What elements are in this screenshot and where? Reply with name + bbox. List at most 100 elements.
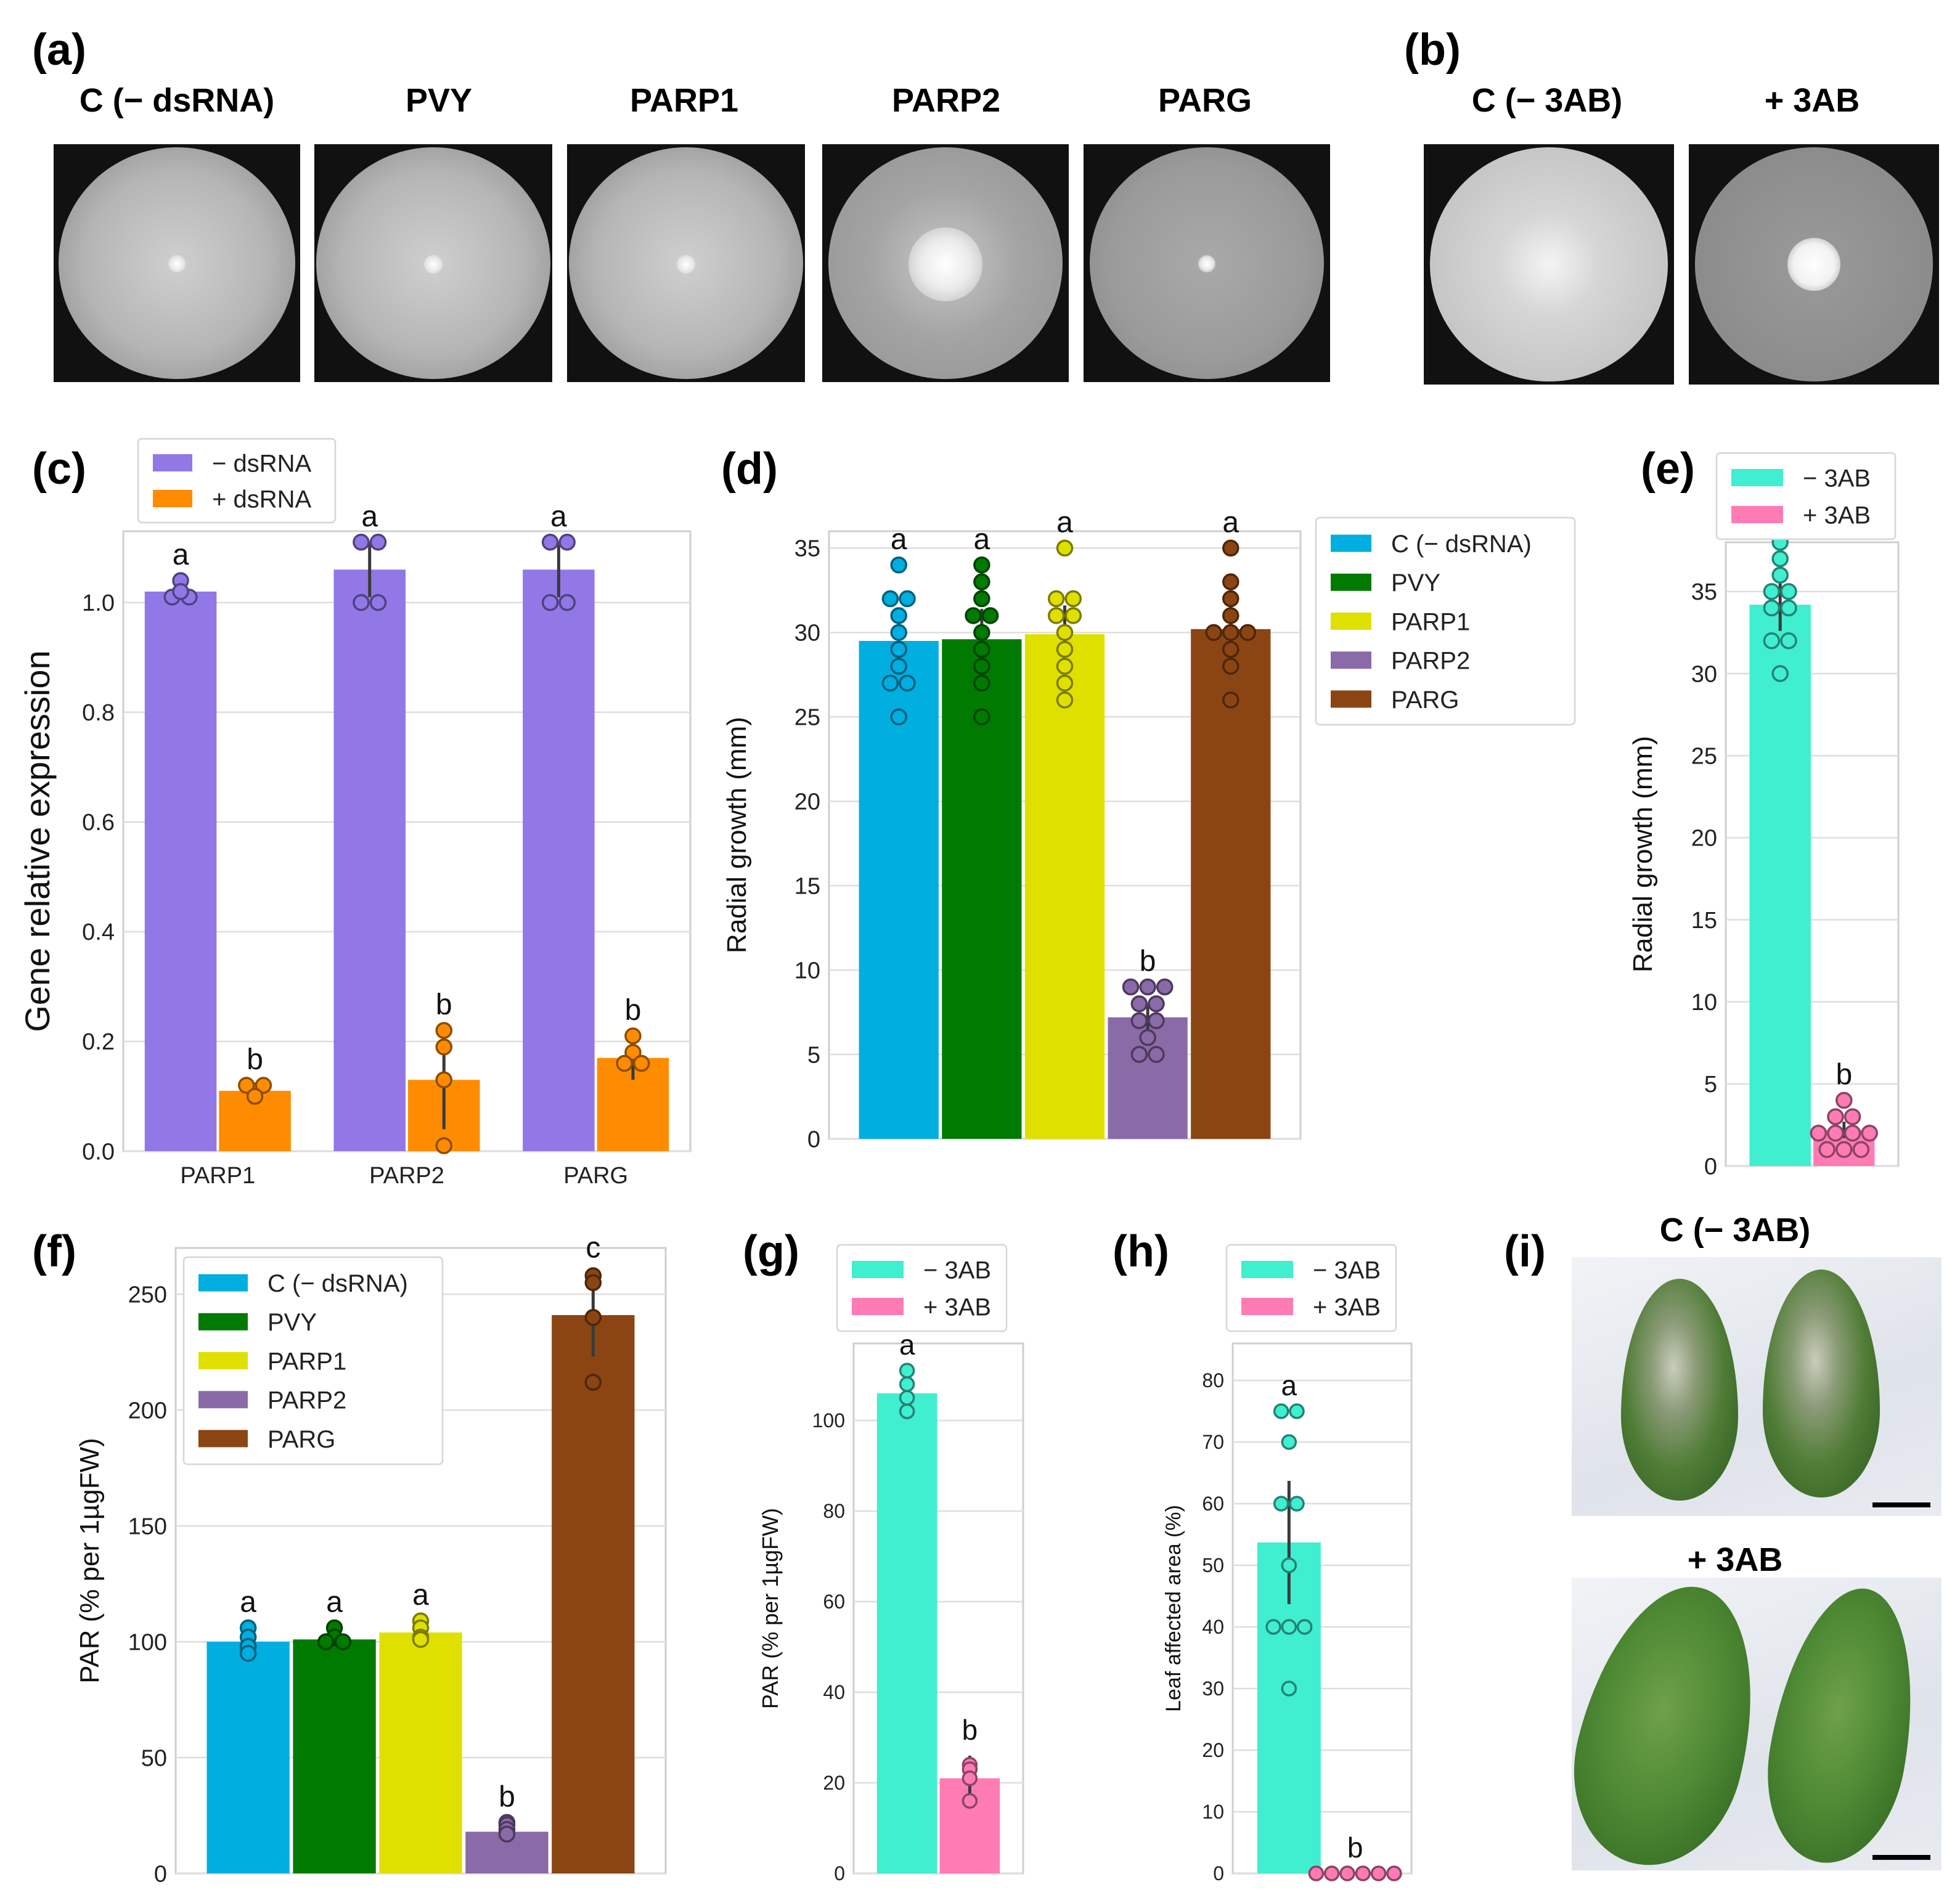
y-tick-label: 0: [1704, 1154, 1717, 1180]
x-tick-label: PARP2: [369, 1163, 444, 1189]
bar: [144, 591, 217, 1151]
data-point: [1122, 978, 1140, 996]
data-point: [973, 640, 990, 658]
legend-swatch: [153, 490, 192, 507]
data-point: [1056, 691, 1074, 709]
panel-letter-b: (b): [1404, 25, 1461, 75]
data-point: [239, 1645, 257, 1662]
y-tick-label: 20: [823, 1772, 845, 1794]
data-point: [584, 1374, 602, 1391]
data-point: [412, 1631, 430, 1648]
data-point: [1222, 539, 1239, 557]
significance-letter: a: [1222, 506, 1239, 539]
data-point: [632, 1054, 650, 1072]
legend-label: PARP1: [267, 1348, 346, 1375]
legend-swatch: [1331, 651, 1371, 669]
panel-letter-a: (a): [32, 25, 86, 75]
y-axis-label: PAR (% per 1µgFW): [757, 1508, 783, 1709]
data-point: [541, 534, 559, 551]
legend-label: PARP2: [267, 1387, 346, 1414]
data-point: [1064, 607, 1082, 624]
legend-swatch: [198, 1313, 248, 1331]
significance-letter: b: [625, 994, 642, 1027]
data-point: [1222, 607, 1239, 624]
y-tick-label: 30: [1202, 1677, 1224, 1700]
y-tick-label: 50: [1202, 1554, 1224, 1576]
data-point: [1844, 1124, 1861, 1142]
y-tick-label: 15: [794, 873, 820, 899]
data-point: [435, 1071, 453, 1089]
data-point: [899, 1363, 915, 1379]
bar: [206, 1642, 290, 1873]
y-axis-label: Radial growth (mm): [722, 717, 752, 953]
legend-box: [182, 1256, 444, 1465]
data-point: [1047, 607, 1065, 624]
y-tick-label: 70: [1202, 1431, 1224, 1453]
petri-dish-photo-control: [54, 144, 300, 382]
data-point: [558, 593, 576, 611]
bar: [379, 1632, 462, 1873]
data-point: [890, 556, 907, 574]
data-point: [881, 674, 899, 692]
data-point: [962, 1793, 978, 1809]
legend-swatch: [1331, 573, 1371, 591]
data-point: [1130, 995, 1148, 1013]
data-point: [255, 1077, 272, 1094]
data-point: [369, 593, 387, 611]
data-point: [1281, 1434, 1297, 1450]
data-point: [1222, 573, 1239, 590]
data-point: [899, 674, 916, 692]
significance-letter: a: [326, 1586, 343, 1619]
data-point: [1844, 1108, 1861, 1125]
petri-dish-photo-parg: [1084, 144, 1330, 382]
data-point: [498, 1825, 516, 1843]
y-tick-label: 25: [794, 705, 820, 731]
significance-letter: b: [436, 988, 452, 1021]
y-tick-label: 30: [794, 621, 820, 646]
y-tick-label: 0: [807, 1127, 820, 1152]
y-tick-label: 1.0: [82, 590, 115, 616]
legend-swatch: [1241, 1298, 1293, 1315]
leaf-photo-control: [1572, 1257, 1942, 1516]
leaf-right: [1763, 1269, 1880, 1498]
data-point: [973, 708, 990, 726]
data-point: [981, 607, 999, 624]
bar: [523, 569, 595, 1151]
data-point: [899, 1376, 915, 1392]
y-tick-label: 10: [1691, 990, 1717, 1016]
legend-label: PARP2: [1391, 648, 1470, 675]
petri-dish-photo-b-control: [1424, 144, 1674, 385]
data-point: [890, 658, 907, 675]
leaf-label-control: C (− 3AB): [1659, 1212, 1811, 1249]
data-point: [624, 1027, 642, 1045]
data-point: [973, 573, 990, 590]
data-point: [1763, 632, 1781, 650]
data-point: [890, 607, 907, 624]
y-axis-label: PAR (% per 1µgFW): [75, 1438, 105, 1684]
significance-letter: b: [1140, 945, 1156, 978]
data-point: [1148, 1012, 1165, 1030]
legend-swatch: [1331, 534, 1371, 552]
legend-label: + 3AB: [1313, 1294, 1381, 1321]
data-point: [1308, 1865, 1325, 1881]
y-tick-label: 250: [128, 1282, 167, 1308]
y-tick-label: 20: [794, 789, 820, 815]
bar: [552, 1315, 635, 1873]
data-point: [369, 534, 387, 551]
y-axis-label: Gene relative expression: [18, 650, 57, 1032]
data-point: [1056, 674, 1074, 692]
y-tick-label: 10: [794, 958, 820, 984]
plate-label-b-3ab: + 3AB: [1764, 82, 1860, 119]
significance-letter: b: [499, 1780, 515, 1813]
legend-box: [1315, 516, 1576, 726]
data-point: [1289, 1403, 1305, 1419]
data-point: [1780, 599, 1797, 617]
y-tick-label: 30: [1691, 661, 1717, 687]
data-point: [1130, 1046, 1148, 1063]
data-point: [973, 624, 990, 642]
y-tick-label: 25: [1691, 744, 1717, 770]
legend-label: PARP1: [1391, 608, 1470, 635]
data-point: [1205, 624, 1222, 642]
leaf-photo-3ab: [1572, 1578, 1942, 1870]
